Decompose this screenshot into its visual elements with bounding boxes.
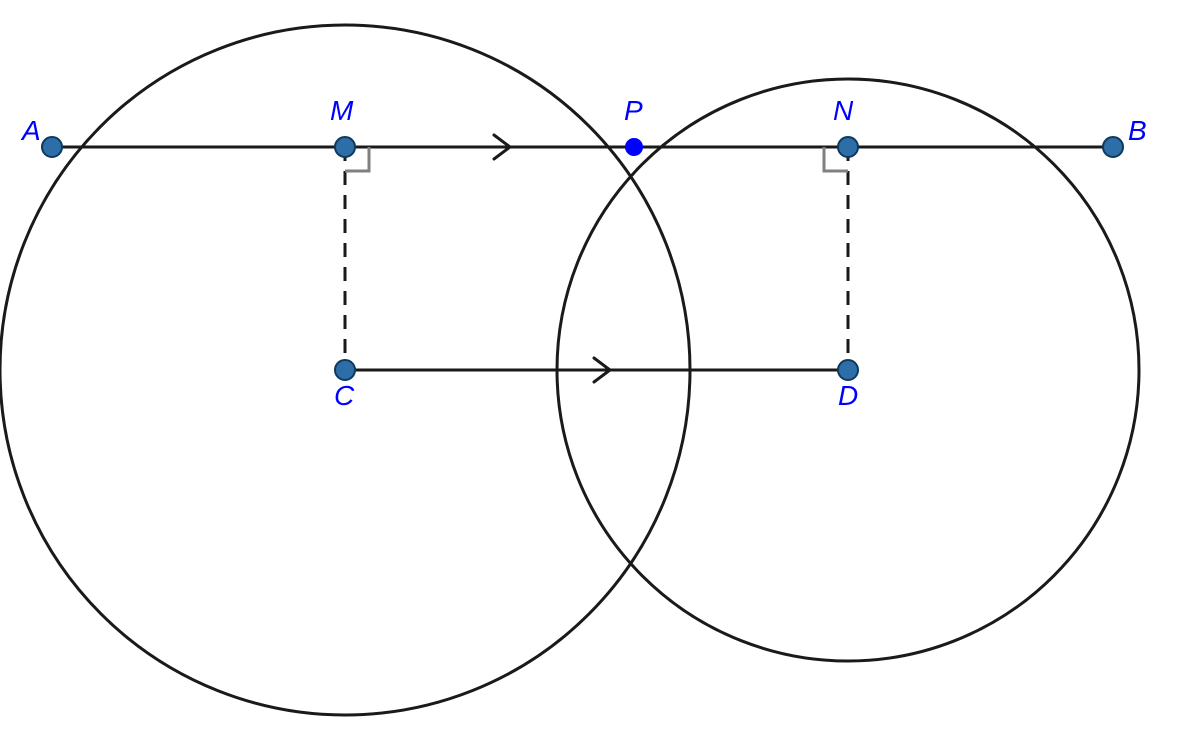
label-M: M xyxy=(330,95,354,126)
label-C: C xyxy=(334,380,355,411)
point-P xyxy=(626,139,642,155)
geometry-diagram: A M P N B C D xyxy=(0,0,1200,755)
label-P: P xyxy=(624,95,643,126)
label-N: N xyxy=(833,95,854,126)
point-A xyxy=(42,137,62,157)
label-B: B xyxy=(1128,115,1147,146)
point-N xyxy=(838,137,858,157)
label-A: A xyxy=(20,115,41,146)
point-D xyxy=(838,360,858,380)
point-B xyxy=(1103,137,1123,157)
point-M xyxy=(335,137,355,157)
label-D: D xyxy=(838,380,858,411)
point-C xyxy=(335,360,355,380)
